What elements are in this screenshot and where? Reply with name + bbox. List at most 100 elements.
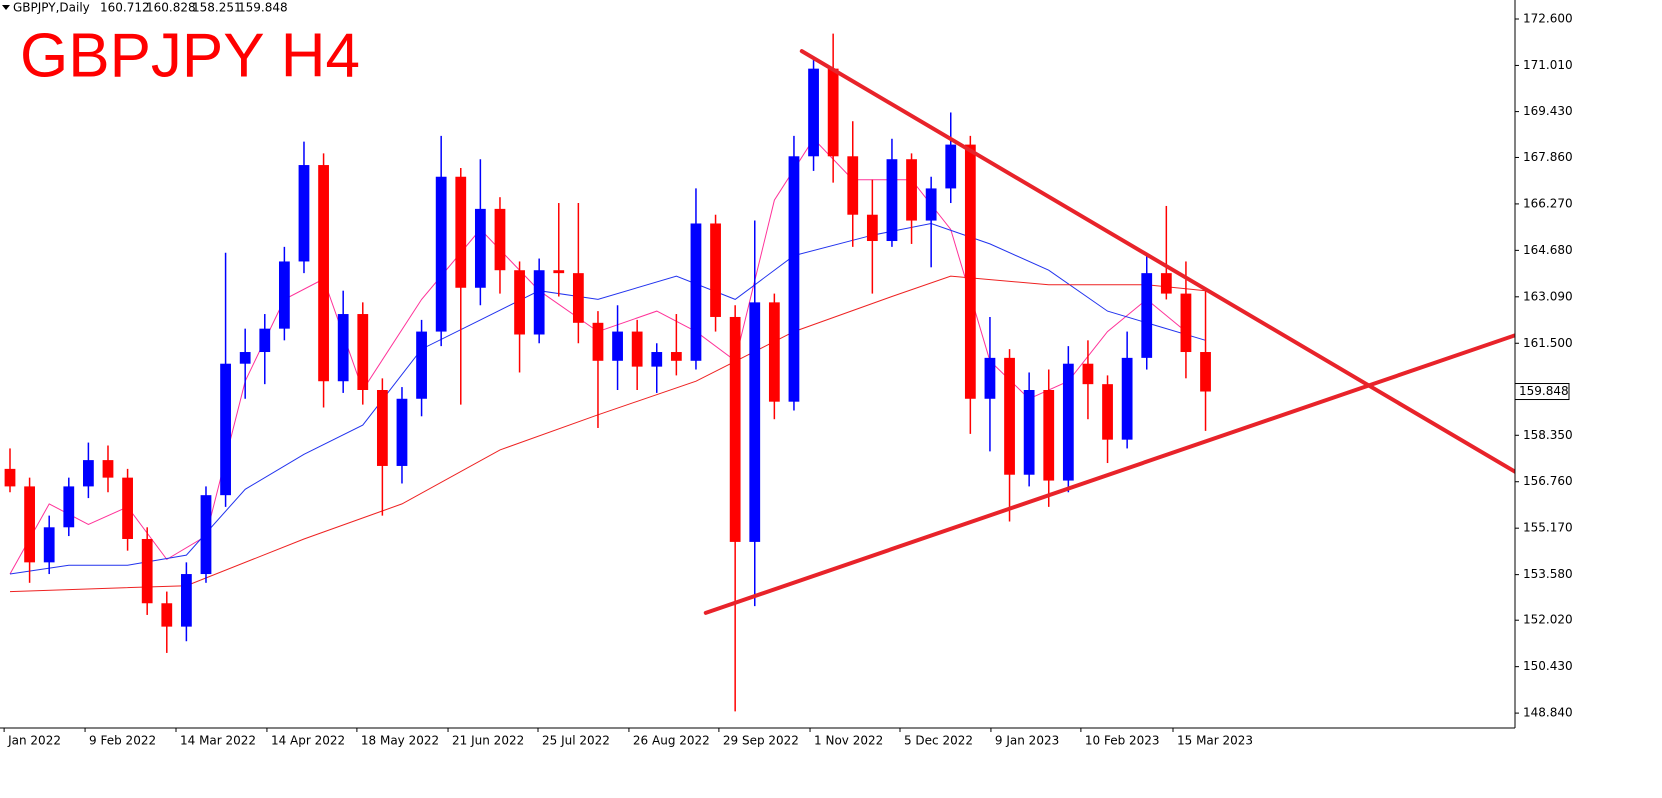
candle-body bbox=[925, 188, 937, 221]
candle-body bbox=[572, 273, 584, 323]
y-tick-label: 156.760 bbox=[1523, 474, 1573, 488]
candle-body bbox=[337, 314, 349, 382]
candle-body bbox=[416, 331, 427, 399]
x-tick-label: 18 May 2022 bbox=[361, 734, 439, 748]
trend-line bbox=[703, 333, 1515, 615]
y-tick-label: 172.600 bbox=[1523, 11, 1573, 25]
x-tick-label: 5 Dec 2022 bbox=[904, 734, 973, 748]
y-tick-label: 150.430 bbox=[1523, 659, 1573, 673]
candle-body bbox=[298, 165, 310, 262]
y-tick-label: 171.010 bbox=[1523, 58, 1573, 72]
candle-body bbox=[102, 460, 114, 478]
candle-body bbox=[1141, 273, 1153, 358]
y-tick-label: 153.580 bbox=[1523, 567, 1573, 581]
candle-body bbox=[278, 261, 290, 329]
candle-body bbox=[376, 390, 388, 466]
candle-body bbox=[1082, 363, 1094, 385]
candle-body bbox=[1102, 384, 1113, 440]
current-price-box bbox=[1514, 383, 1570, 401]
candle-body bbox=[866, 214, 878, 242]
x-tick-label: 25 Jul 2022 bbox=[542, 734, 610, 748]
y-tick-label: 155.170 bbox=[1523, 521, 1573, 535]
candle-body bbox=[474, 208, 486, 288]
candle-body bbox=[984, 357, 996, 399]
y-tick-label: 169.430 bbox=[1523, 104, 1573, 118]
candle-body bbox=[1180, 293, 1192, 353]
x-tick-label: 15 Mar 2023 bbox=[1177, 734, 1253, 748]
candle-body bbox=[514, 270, 525, 335]
candle-body bbox=[553, 270, 565, 274]
candle-body bbox=[533, 270, 545, 335]
y-tick-label: 163.090 bbox=[1523, 289, 1573, 303]
x-tick-label: 9 Feb 2022 bbox=[89, 734, 156, 748]
candle-body bbox=[1200, 352, 1211, 392]
candle-body bbox=[141, 538, 153, 604]
trend-line bbox=[799, 49, 1515, 475]
candle-body bbox=[435, 176, 447, 332]
y-tick-label: 152.020 bbox=[1523, 613, 1573, 627]
candle-body bbox=[631, 331, 643, 367]
x-tick-label: 26 Aug 2022 bbox=[633, 734, 710, 748]
y-tick-label: 161.500 bbox=[1523, 336, 1573, 350]
y-tick-label: 158.350 bbox=[1523, 428, 1573, 442]
candle-body bbox=[768, 302, 780, 402]
chart-title: GBPJPY H4 bbox=[20, 21, 360, 90]
candle-body bbox=[847, 156, 859, 215]
candle-body bbox=[612, 331, 623, 361]
symbol-label: GBPJPY,Daily bbox=[13, 1, 90, 15]
candle-body bbox=[43, 527, 55, 563]
plot-area bbox=[4, 33, 1515, 712]
candle-body bbox=[1062, 363, 1074, 481]
candle-body bbox=[1121, 357, 1133, 440]
y-tick-label: 148.840 bbox=[1523, 706, 1573, 720]
y-tick-label: 167.860 bbox=[1523, 150, 1573, 164]
ohlc-open: 160.712 bbox=[100, 1, 150, 15]
candle-body bbox=[827, 68, 839, 157]
candle-body bbox=[1004, 357, 1015, 475]
candle-body bbox=[1023, 390, 1035, 475]
candle-body bbox=[1160, 273, 1172, 294]
candle-body bbox=[180, 574, 192, 627]
candle-body bbox=[729, 316, 741, 542]
current-price-label: 159.848 bbox=[1519, 384, 1569, 398]
candle-body bbox=[906, 159, 917, 221]
moving-average bbox=[9, 222, 1206, 575]
candle-body bbox=[318, 165, 329, 382]
candle-body bbox=[200, 495, 212, 575]
x-tick-label: Jan 2022 bbox=[7, 734, 61, 748]
ohlc-close: 159.848 bbox=[238, 1, 288, 15]
x-tick-label: 14 Apr 2022 bbox=[271, 734, 345, 748]
candle-body bbox=[788, 156, 800, 402]
candle-body bbox=[945, 144, 957, 189]
menu-arrow[interactable] bbox=[2, 5, 10, 10]
candle-body bbox=[886, 159, 898, 242]
x-tick-label: 29 Sep 2022 bbox=[723, 734, 799, 748]
candle-body bbox=[259, 328, 271, 353]
x-tick-label: 14 Mar 2022 bbox=[180, 734, 256, 748]
x-tick-label: 10 Feb 2023 bbox=[1085, 734, 1160, 748]
ohlc-low: 158.251 bbox=[192, 1, 242, 15]
candle-body bbox=[161, 603, 173, 627]
candle-body bbox=[964, 144, 976, 399]
candle-body bbox=[670, 352, 682, 361]
candle-body bbox=[690, 223, 702, 361]
candle-body bbox=[122, 477, 133, 539]
candle-body bbox=[455, 176, 467, 288]
candle-body bbox=[494, 208, 506, 271]
candle-body bbox=[83, 460, 94, 487]
moving-average bbox=[9, 275, 1206, 593]
candle-body bbox=[396, 398, 408, 466]
candle-body bbox=[357, 314, 369, 390]
candle-body bbox=[710, 223, 721, 317]
ohlc-high: 160.828 bbox=[146, 1, 196, 15]
x-tick-label: 1 Nov 2022 bbox=[814, 734, 883, 748]
candle-body bbox=[808, 68, 819, 157]
candle-body bbox=[239, 352, 251, 364]
candle-body bbox=[592, 322, 604, 361]
candle-body bbox=[4, 468, 16, 487]
candle-body bbox=[749, 302, 761, 542]
candle-body bbox=[63, 486, 75, 528]
y-tick-label: 166.270 bbox=[1523, 196, 1573, 210]
